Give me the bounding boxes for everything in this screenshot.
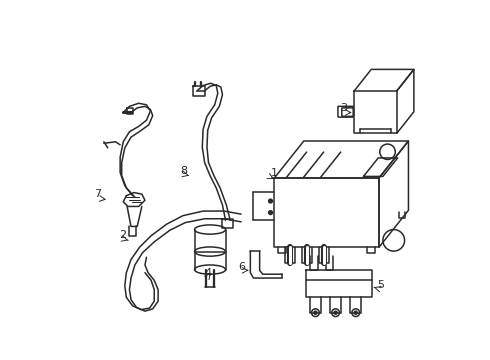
Text: 8: 8: [180, 166, 187, 176]
Text: 4: 4: [205, 268, 212, 278]
Text: 3: 3: [340, 103, 347, 113]
Circle shape: [334, 311, 337, 314]
Text: 5: 5: [377, 280, 385, 290]
Circle shape: [269, 211, 272, 215]
Circle shape: [314, 311, 317, 314]
Circle shape: [354, 311, 357, 314]
Circle shape: [269, 199, 272, 203]
Text: 2: 2: [120, 230, 126, 240]
Text: 1: 1: [270, 168, 277, 179]
Text: 6: 6: [238, 262, 245, 273]
Text: 7: 7: [94, 189, 101, 199]
